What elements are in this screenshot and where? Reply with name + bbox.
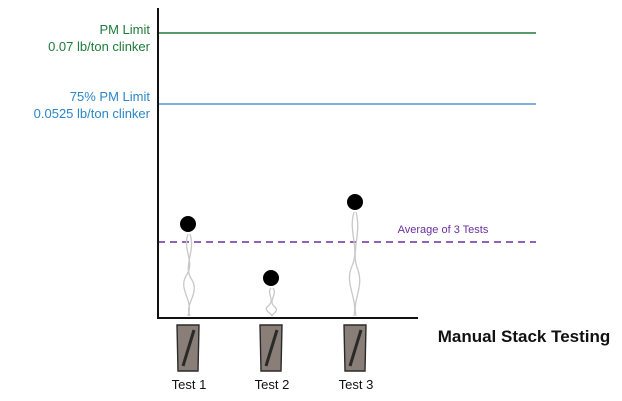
smokestack-icon <box>176 324 200 372</box>
test-1-group: Test 1 <box>172 216 207 392</box>
axis-title: Manual Stack Testing <box>438 327 611 346</box>
test-1-label: Test 1 <box>172 377 207 392</box>
average-label: Average of 3 Tests <box>398 224 489 236</box>
smokestack-icon <box>343 324 367 372</box>
test-1-marker-icon <box>180 216 196 232</box>
test-2-label: Test 2 <box>255 377 290 392</box>
smoke-plume-icon <box>183 233 195 317</box>
pm-75-limit-title: 75% PM Limit <box>70 89 151 104</box>
pm-75-limit-value: 0.0525 lb/ton clinker <box>34 106 151 121</box>
smoke-plume-icon <box>348 211 361 317</box>
test-3-label: Test 3 <box>339 377 374 392</box>
smokestack-icon <box>259 324 283 372</box>
smoke-plume-icon <box>265 287 278 317</box>
pm-limit-value: 0.07 lb/ton clinker <box>48 39 151 54</box>
test-2-group: Test 2 <box>255 270 290 392</box>
test-2-marker-icon <box>263 270 279 286</box>
test-3-marker-icon <box>347 194 363 210</box>
test-3-group: Test 3 <box>339 194 374 392</box>
pm-limit-title: PM Limit <box>99 22 150 37</box>
